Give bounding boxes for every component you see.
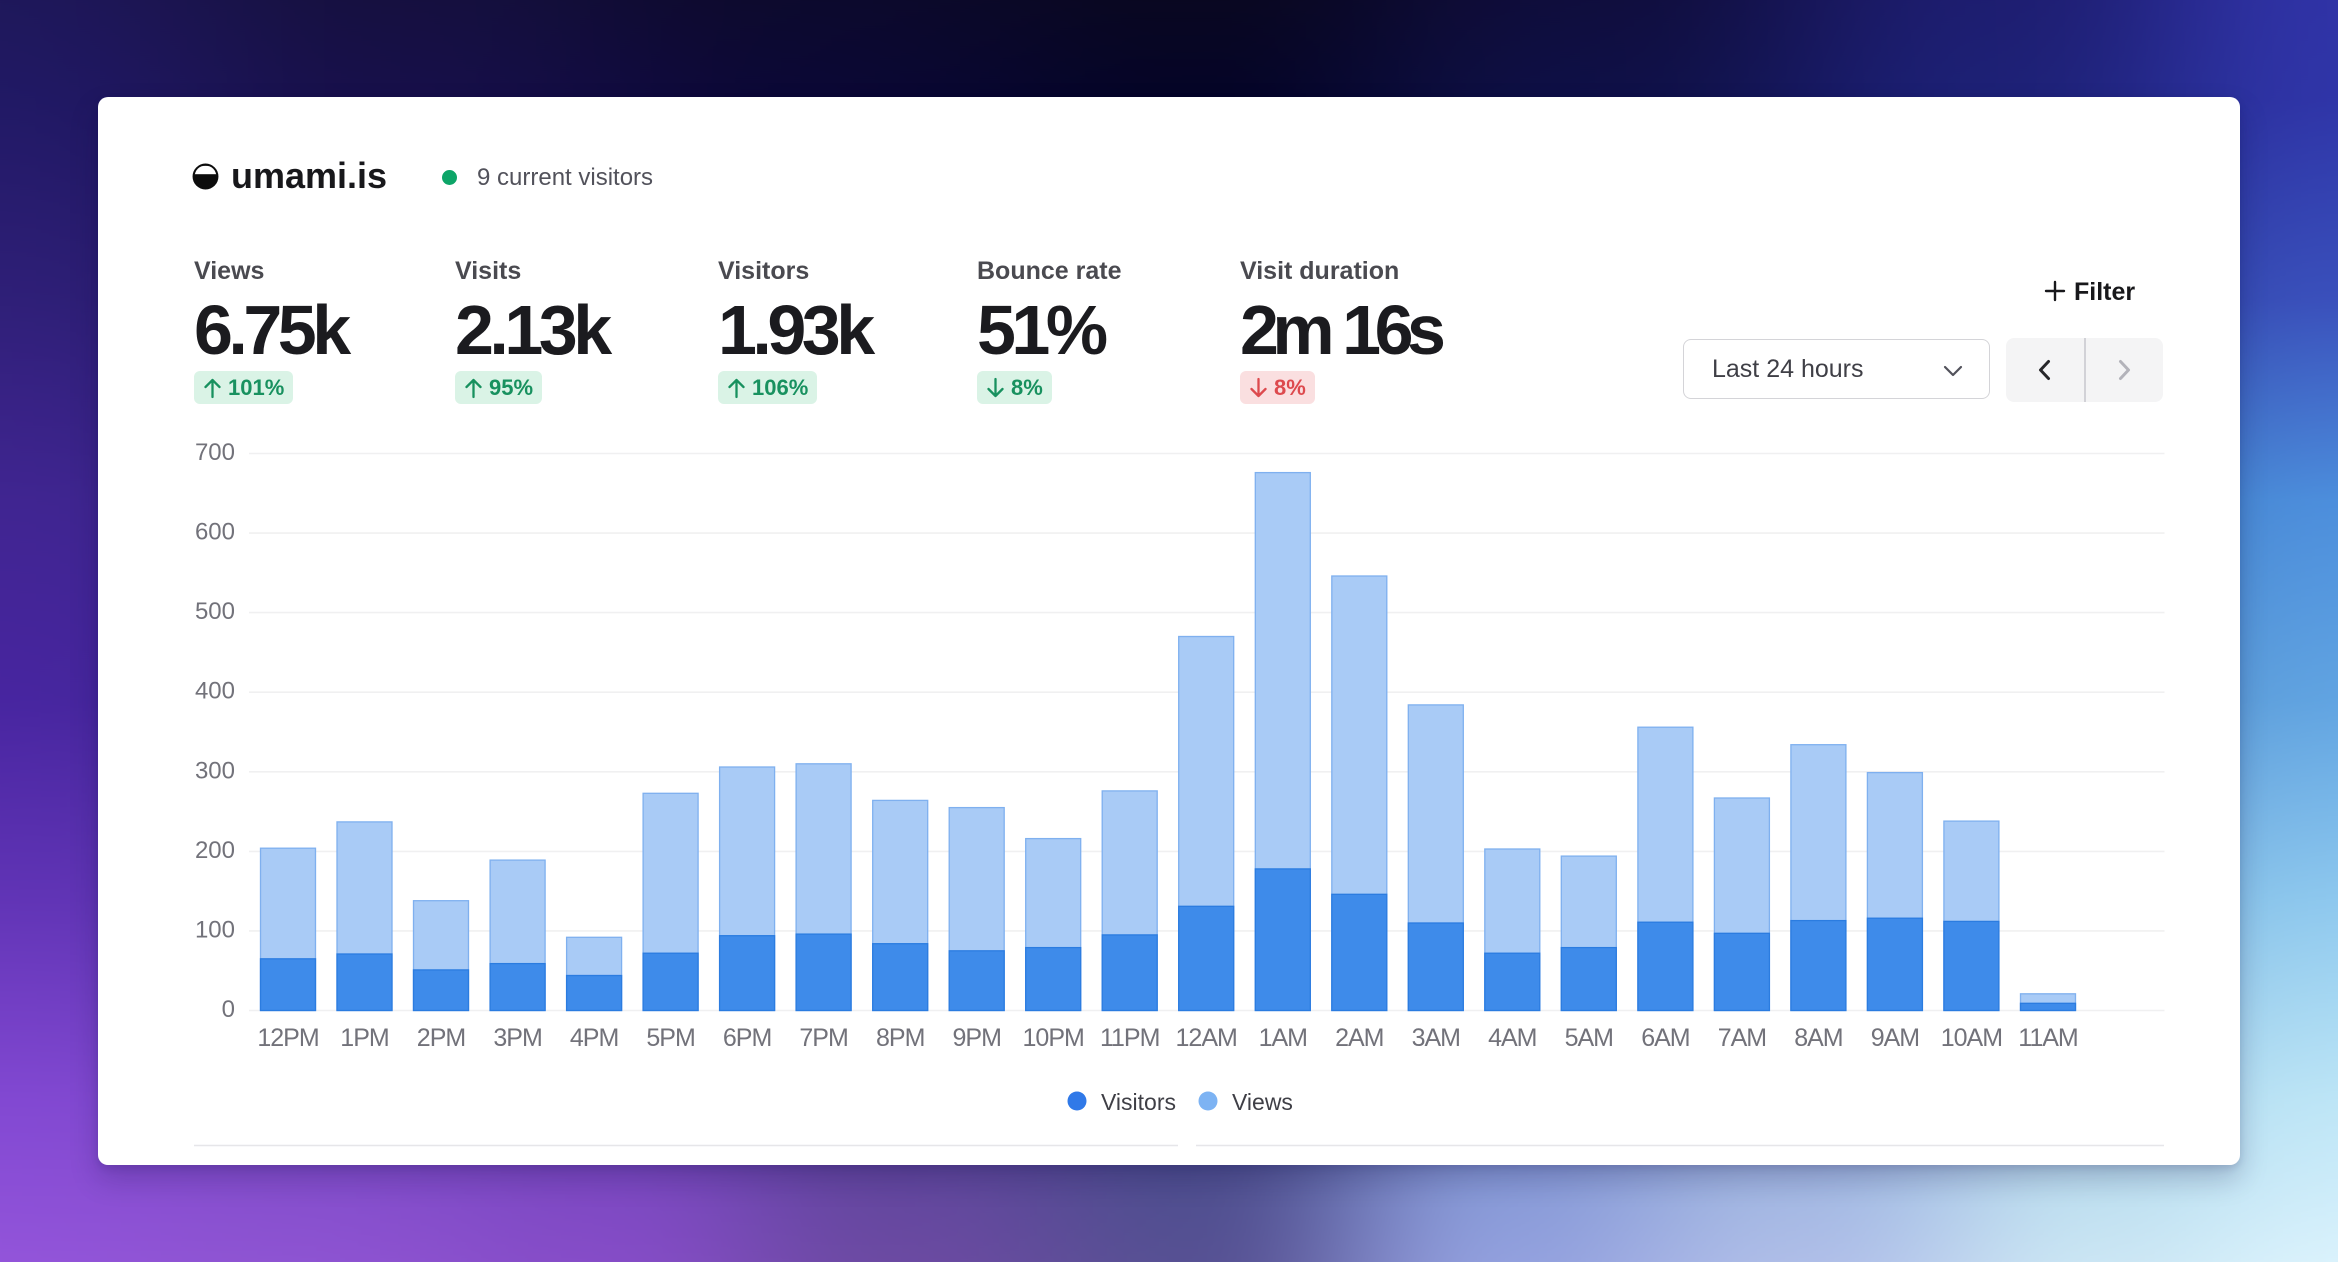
svg-text:12AM: 12AM [1176,1024,1237,1052]
svg-text:4PM: 4PM [570,1024,618,1052]
svg-text:9AM: 9AM [1871,1024,1919,1052]
svg-text:300: 300 [195,757,235,784]
svg-text:Views: Views [1232,1089,1293,1115]
svg-text:6AM: 6AM [1641,1024,1689,1052]
svg-text:10PM: 10PM [1023,1024,1084,1052]
svg-text:7AM: 7AM [1718,1024,1766,1052]
svg-text:0: 0 [222,996,235,1023]
svg-text:6PM: 6PM [723,1024,771,1052]
svg-text:2AM: 2AM [1335,1024,1383,1052]
svg-text:11AM: 11AM [2018,1024,2077,1052]
svg-text:2PM: 2PM [417,1024,465,1052]
svg-text:500: 500 [195,598,235,625]
svg-text:8PM: 8PM [876,1024,924,1052]
svg-text:3PM: 3PM [493,1024,541,1052]
svg-text:600: 600 [195,519,235,546]
svg-text:100: 100 [195,916,235,943]
svg-text:Visitors: Visitors [1101,1089,1176,1115]
svg-text:10AM: 10AM [1941,1024,2002,1052]
svg-text:200: 200 [195,837,235,864]
svg-text:3AM: 3AM [1412,1024,1460,1052]
svg-text:400: 400 [195,678,235,705]
svg-text:1AM: 1AM [1259,1024,1307,1052]
svg-text:9PM: 9PM [952,1024,1000,1052]
svg-text:1PM: 1PM [340,1024,388,1052]
svg-text:11PM: 11PM [1100,1024,1159,1052]
svg-text:700: 700 [195,439,235,466]
svg-text:8AM: 8AM [1794,1024,1842,1052]
svg-text:5AM: 5AM [1565,1024,1613,1052]
svg-text:12PM: 12PM [257,1024,318,1052]
svg-text:5PM: 5PM [646,1024,694,1052]
svg-text:7PM: 7PM [799,1024,847,1052]
svg-text:4AM: 4AM [1488,1024,1536,1052]
